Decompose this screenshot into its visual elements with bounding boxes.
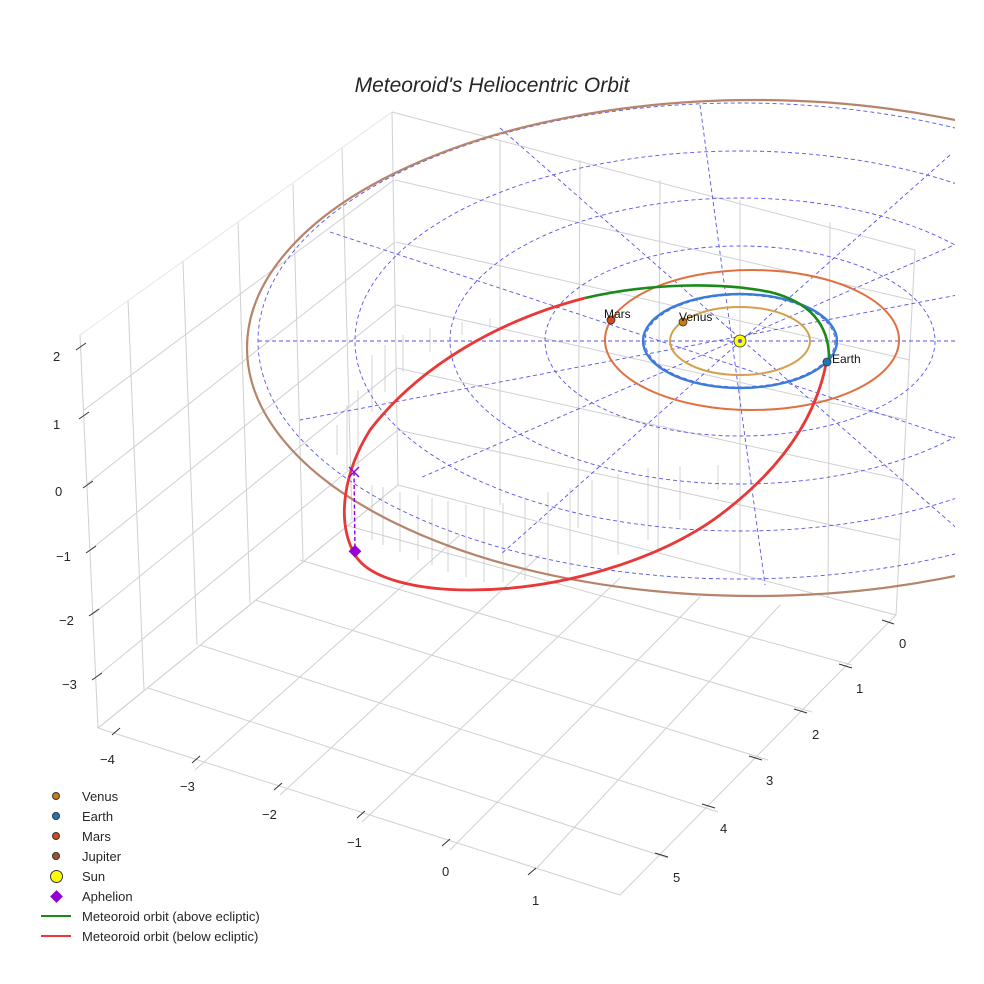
legend-item-venus: Venus	[36, 786, 260, 806]
earth-dot-icon	[52, 812, 60, 820]
svg-text:−4: −4	[100, 752, 115, 767]
legend: Venus Earth Mars Jupiter Sun Aphelion Me…	[36, 786, 260, 946]
mars-dot-icon	[52, 832, 60, 840]
svg-text:1: 1	[53, 417, 60, 432]
svg-text:1: 1	[856, 681, 863, 696]
svg-text:0: 0	[55, 484, 62, 499]
chart-title: Meteoroid's Heliocentric Orbit	[354, 74, 630, 97]
svg-text:−3: −3	[180, 779, 195, 794]
mars-label: Mars	[604, 307, 631, 321]
mars-marker	[606, 315, 616, 325]
meteoroid-orbit-above	[584, 284, 831, 362]
drop-lines	[336, 318, 719, 582]
red-line-icon	[41, 935, 71, 937]
svg-text:2: 2	[53, 349, 60, 364]
meteoroid-orbit-below	[343, 296, 828, 592]
venus-marker	[678, 317, 688, 327]
legend-item-orbit-above: Meteoroid orbit (above ecliptic)	[36, 906, 260, 926]
earth-marker	[822, 357, 832, 367]
mars-orbit	[604, 269, 900, 411]
legend-item-jupiter: Jupiter	[36, 846, 260, 866]
earth-orbit	[641, 292, 839, 390]
legend-item-orbit-below: Meteoroid orbit (below ecliptic)	[36, 926, 260, 946]
svg-text:0: 0	[899, 636, 906, 651]
y-axis-labels: 0 1 2 3 4 5	[673, 636, 906, 885]
jupiter-orbit	[246, 98, 955, 598]
svg-text:1: 1	[532, 893, 539, 908]
aphelion-diamond-icon	[348, 544, 362, 558]
svg-text:−1: −1	[56, 549, 71, 564]
earth-label: Earth	[832, 352, 861, 366]
aphelion-dropline	[353, 471, 356, 553]
ecliptic-grid	[257, 102, 955, 586]
svg-text:0: 0	[442, 864, 449, 879]
x-axis-labels: −4 −3 −2 −1 0 1	[100, 752, 539, 908]
grid	[79, 111, 916, 896]
svg-text:−1: −1	[347, 835, 362, 850]
y-axis-ticks	[654, 619, 895, 858]
venus-dot-icon	[52, 792, 60, 800]
sun-center-icon	[738, 339, 742, 343]
x-axis-ticks	[111, 727, 537, 876]
legend-item-earth: Earth	[36, 806, 260, 826]
legend-item-mars: Mars	[36, 826, 260, 846]
venus-label: Venus	[679, 310, 712, 324]
svg-text:5: 5	[673, 870, 680, 885]
jupiter-dot-icon	[52, 852, 60, 860]
svg-text:−3: −3	[62, 677, 77, 692]
aphelion-diamond-legend-icon	[49, 889, 63, 903]
green-line-icon	[41, 915, 71, 917]
aphelion-projection-x-icon	[348, 466, 360, 478]
z-axis-ticks	[75, 342, 103, 681]
svg-text:4: 4	[720, 821, 727, 836]
legend-item-sun: Sun	[36, 866, 260, 886]
legend-item-aphelion: Aphelion	[36, 886, 260, 906]
z-axis-labels: 2 1 0 −1 −2 −3	[53, 349, 77, 692]
svg-text:−2: −2	[59, 613, 74, 628]
sun-dot-icon	[49, 869, 63, 883]
venus-orbit	[669, 306, 811, 376]
svg-text:3: 3	[766, 773, 773, 788]
svg-text:−2: −2	[262, 807, 277, 822]
svg-text:2: 2	[812, 727, 819, 742]
